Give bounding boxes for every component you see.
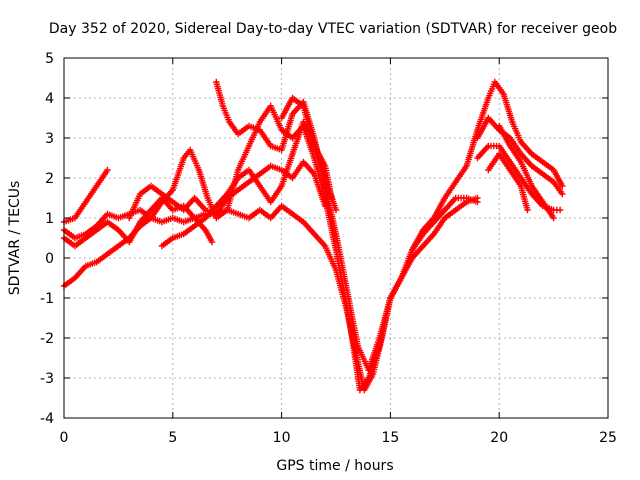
series-track-6: [158, 118, 340, 250]
y-tick-label: 3: [45, 131, 54, 147]
y-tick-label: 0: [45, 251, 54, 267]
x-tick-label: 15: [381, 430, 399, 446]
x-tick-label: 0: [60, 430, 69, 446]
y-axis-label: SDTVAR / TECUs: [7, 181, 23, 296]
data-point: [208, 238, 216, 246]
data-point: [559, 182, 566, 190]
data-point: [474, 198, 481, 206]
series-line: [63, 197, 478, 391]
x-axis-label: GPS time / hours: [276, 458, 393, 474]
y-tick-label: 5: [45, 51, 54, 67]
x-tick-label: 5: [168, 430, 177, 446]
data-point: [332, 206, 340, 214]
data-point: [550, 214, 557, 222]
y-tick-label: 1: [45, 211, 54, 227]
plot-frame: [63, 57, 609, 419]
x-tick-label: 25: [599, 430, 617, 446]
grid-lines: [64, 58, 608, 418]
series-track-5: [126, 158, 329, 222]
x-tick-label: 20: [490, 430, 508, 446]
series-track-8: [278, 94, 335, 202]
series-track-4: [60, 194, 481, 394]
chart-title: Day 352 of 2020, Sidereal Day-to-day VTE…: [49, 21, 617, 37]
data-point: [328, 194, 335, 202]
data-point: [387, 294, 394, 302]
series-track-2: [60, 166, 111, 226]
y-tick-label: -4: [40, 411, 54, 427]
y-tick-label: -1: [40, 291, 54, 307]
x-axis-ticks: 0 5 10 15 20 25: [60, 58, 617, 446]
y-axis-ticks: -4 -3 -2 -1 0 1 2 3 4 5: [40, 51, 608, 427]
y-tick-label: -3: [40, 371, 54, 387]
y-tick-label: -2: [40, 331, 54, 347]
data-series: [60, 78, 566, 394]
data-point: [559, 190, 566, 198]
series-line: [411, 197, 478, 251]
data-point: [556, 206, 564, 214]
series-track-11: [485, 150, 531, 214]
data-point: [104, 166, 111, 174]
x-tick-label: 10: [273, 430, 291, 446]
y-tick-label: 2: [45, 171, 54, 187]
y-tick-label: 4: [45, 91, 54, 107]
series-track-12: [496, 122, 557, 222]
data-point: [524, 206, 531, 214]
series-track-13: [409, 194, 481, 254]
